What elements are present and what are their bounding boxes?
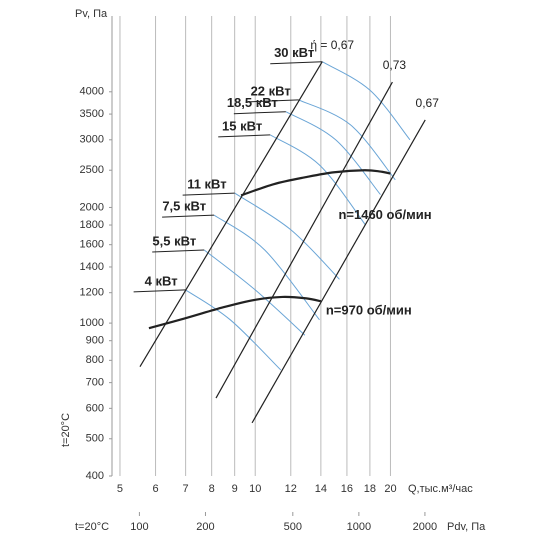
x-tick-label: 12 [285,483,297,495]
x-tick-label: 8 [209,483,215,495]
power-curve [321,61,411,141]
y-tick-label: 1400 [80,261,104,273]
y-tick-label: 4000 [80,86,104,98]
power-label: 18,5 кВт [227,95,278,110]
power-curve [203,249,306,336]
efficiency-line [251,119,426,424]
speed-curve [148,295,322,330]
efficiency-line [139,61,323,368]
power-label: 22 кВт [251,83,291,98]
label-leader [233,111,286,115]
y-axis-label: Pv, Па [75,8,108,20]
power-curve [285,111,381,195]
x-tick-label: 20 [384,483,396,495]
label-leader [162,214,215,218]
x-tick-label: 16 [341,483,353,495]
power-curve [269,134,366,226]
label-leader [218,134,271,138]
efficiency-label: 0,67 [416,96,440,110]
y-tick-label: 500 [86,433,104,445]
x-tick-label: 5 [117,483,123,495]
label-leader [246,99,299,103]
y-tick-label: 1200 [80,287,104,299]
power-label: 4 кВт [145,273,178,288]
x-tick-label: 10 [249,483,261,495]
y-tick-label: 700 [86,377,104,389]
y-note: t=20°C [60,413,72,447]
power-curve [213,214,320,321]
y-tick-label: 800 [86,354,104,366]
label-leader [270,61,323,65]
label-leader [133,289,186,293]
x2-tick-label: 100 [130,521,148,533]
power-label: 11 кВт [187,177,226,192]
x-tick-label: 14 [315,483,327,495]
x-tick-label: 18 [364,483,376,495]
y-tick-label: 1000 [80,317,104,329]
y-tick-label: 2500 [80,164,104,176]
x2-tick-label: 500 [284,521,302,533]
y-tick-label: 600 [86,402,104,414]
speed-label: n=1460 об/мин [338,207,431,222]
efficiency-label: 0,73 [383,58,407,72]
label-leader [182,192,235,196]
x-tick-label: 6 [152,483,158,495]
x2-tick-label: 1000 [347,521,371,533]
x-tick-label: 9 [232,483,238,495]
efficiency-label: ή = 0,67 [310,38,354,52]
power-curve [185,289,282,371]
speed-curve [240,169,391,197]
label-leader [152,249,205,253]
y-tick-label: 3500 [80,108,104,120]
y-tick-label: 1800 [80,219,104,231]
y-tick-label: 1600 [80,239,104,251]
speed-label: n=970 об/мин [326,303,412,318]
x2-axis-label: Pdv, Па [447,521,486,533]
power-label: 30 кВт [274,45,314,60]
y-tick-label: 2000 [80,201,104,213]
efficiency-line [215,81,393,399]
x2-note: t=20°C [75,521,109,533]
power-label: 7,5 кВт [162,199,206,214]
y-tick-label: 3000 [80,134,104,146]
x2-tick-label: 2000 [413,521,437,533]
power-curve [298,99,396,181]
power-label: 15 кВт [222,118,262,133]
power-curve [234,192,340,280]
x2-tick-label: 200 [196,521,214,533]
y-tick-label: 400 [86,470,104,482]
y-tick-label: 900 [86,335,104,347]
x-axis-label: Q,тыс.м³/час [408,483,473,495]
power-label: 5,5 кВт [152,233,196,248]
x-tick-label: 7 [183,483,189,495]
